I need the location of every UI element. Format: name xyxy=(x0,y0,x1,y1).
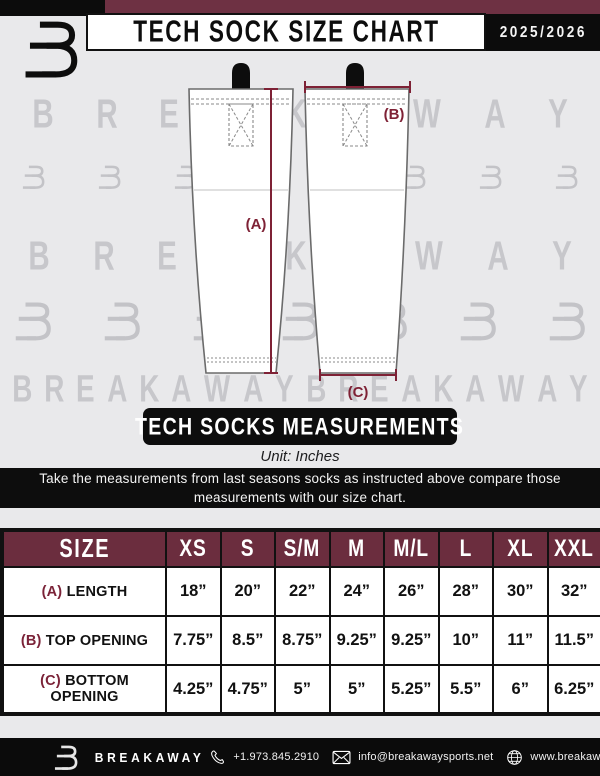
size-table-col-m: M xyxy=(328,529,385,568)
page-title-text: TECH SOCK SIZE CHART xyxy=(132,14,440,49)
top-corner-block xyxy=(0,0,105,16)
size-table-header-row: SIZE XS S S/M M M/L L XL XXL xyxy=(1,529,600,568)
size-value: 24” xyxy=(328,566,385,617)
measurements-banner: TECH SOCKS MEASUREMENTS xyxy=(135,408,463,445)
size-value: 4.25” xyxy=(165,664,222,715)
table-row: (B) TOP OPENING 7.75” 8.5” 8.75” 9.25” 9.25” 1… xyxy=(1,615,600,666)
footer-brand-text: BREAKAWAY xyxy=(94,749,205,765)
size-value: 30” xyxy=(492,566,549,617)
size-value: 18” xyxy=(165,566,222,617)
footer-website[interactable]: www.breakawaysports.net xyxy=(506,749,600,766)
envelope-icon xyxy=(332,750,351,764)
instruction-text: Take the measurements from last seasons … xyxy=(39,471,561,505)
footer-email[interactable]: info@breakawaysports.net xyxy=(332,750,493,765)
size-value: 26” xyxy=(383,566,440,617)
row-label: (C) BOTTOM OPENING xyxy=(1,664,167,715)
sock-hanger-tab xyxy=(346,63,364,89)
season-badge-text: 2025/2026 xyxy=(499,23,587,41)
footer-contacts: +1.973.845.2910 info@breakawaysports.net… xyxy=(209,749,600,766)
footer-phone-text: +1.973.845.2910 xyxy=(233,751,320,763)
size-value: 4.75” xyxy=(219,664,276,715)
measure-line-a xyxy=(264,88,278,374)
size-table-col-xs: XS xyxy=(165,529,222,568)
instruction-bar: Take the measurements from last seasons … xyxy=(0,468,600,508)
size-value: 6.25” xyxy=(546,664,600,715)
size-table: SIZE XS S S/M M M/L L XL XXL (A) LENGTH 18” 20” 22”… xyxy=(0,528,600,716)
velcro-stitch-x xyxy=(228,103,254,147)
size-table-col-xl: XL xyxy=(492,529,549,568)
phone-icon xyxy=(211,750,225,764)
size-value: 8.5” xyxy=(219,615,276,666)
measure-line-c xyxy=(319,369,397,381)
size-table-col-size: SIZE xyxy=(1,529,167,568)
unit-note: Unit: Inches xyxy=(260,448,340,465)
hem-stitch-lines xyxy=(321,357,395,363)
size-value: 22” xyxy=(274,566,331,617)
velcro-patch xyxy=(342,103,368,147)
sock-hanger-tab xyxy=(232,63,250,89)
table-row: (A) LENGTH 18” 20” 22” 24” 26” 28” 30” 32” xyxy=(1,566,600,617)
size-value: 9.25” xyxy=(328,615,385,666)
size-value: 5.5” xyxy=(437,664,494,715)
sock-body xyxy=(188,88,294,374)
label-b: (B) xyxy=(384,106,405,123)
size-table-col-s-m: S/M xyxy=(274,529,331,568)
size-value: 28” xyxy=(437,566,494,617)
hem-stitch-lines xyxy=(207,357,276,363)
size-value: 32” xyxy=(546,566,600,617)
sock-back xyxy=(304,63,410,374)
table-row: (C) BOTTOM OPENING 4.25” 4.75” 5” 5” 5.25” 5.5… xyxy=(1,664,600,715)
size-table-col-l: L xyxy=(437,529,494,568)
footer-brand: BREAKAWAY xyxy=(54,744,209,771)
top-stitch-lines xyxy=(307,98,407,105)
size-value: 5” xyxy=(328,664,385,715)
page-title: TECH SOCK SIZE CHART xyxy=(86,13,486,51)
row-label: (A) LENGTH xyxy=(1,566,167,617)
size-value: 10” xyxy=(437,615,494,666)
sock-diagram: (A) (B) (C) xyxy=(188,63,411,401)
sock-front xyxy=(188,63,294,374)
label-c: (C) xyxy=(348,384,369,401)
size-value: 6” xyxy=(492,664,549,715)
sock-body xyxy=(304,88,410,374)
season-badge: 2025/2026 xyxy=(486,14,600,51)
velcro-stitch-x xyxy=(342,103,368,147)
top-accent-bar xyxy=(0,0,600,16)
row-label: (B) TOP OPENING xyxy=(1,615,167,666)
size-value: 5” xyxy=(274,664,331,715)
globe-icon xyxy=(507,749,523,765)
size-value: 7.75” xyxy=(165,615,222,666)
size-value: 11” xyxy=(492,615,549,666)
size-table-col-xxl: XXL xyxy=(546,529,600,568)
velcro-patch xyxy=(228,103,254,147)
size-value: 5.25” xyxy=(383,664,440,715)
size-table-col-m-l: M/L xyxy=(383,529,440,568)
footer-email-text: info@breakawaysports.net xyxy=(358,751,494,763)
size-value: 8.75” xyxy=(274,615,331,666)
measure-line-b xyxy=(304,81,411,93)
size-value: 11.5” xyxy=(546,615,600,666)
footer: BREAKAWAY +1.973.845.2910 info@breakaway… xyxy=(0,738,600,776)
breakaway-logo-icon xyxy=(54,744,78,771)
footer-phone[interactable]: +1.973.845.2910 xyxy=(209,749,319,766)
size-table-col-s: S xyxy=(219,529,276,568)
size-value: 20” xyxy=(219,566,276,617)
footer-website-text: www.breakawaysports.net xyxy=(530,751,600,763)
measurements-banner-text: TECH SOCKS MEASUREMENTS xyxy=(135,412,465,440)
size-value: 9.25” xyxy=(383,615,440,666)
breakaway-logo-icon xyxy=(22,18,80,80)
label-a: (A) xyxy=(246,216,267,233)
